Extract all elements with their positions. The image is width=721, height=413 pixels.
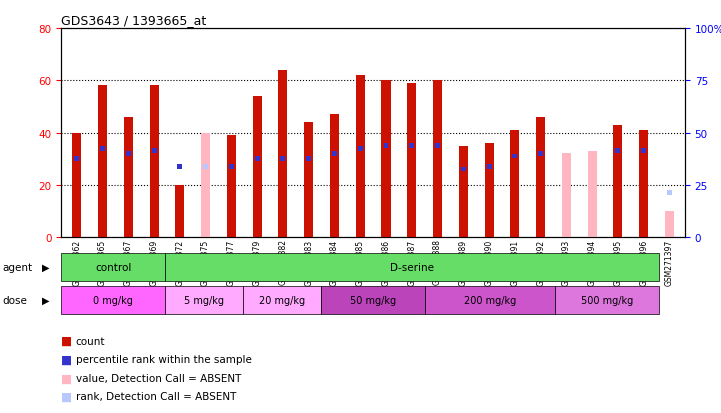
Bar: [98, 86, 107, 237]
Text: ■: ■: [61, 353, 72, 366]
Text: 500 mg/kg: 500 mg/kg: [581, 295, 633, 306]
Text: 20 mg/kg: 20 mg/kg: [259, 295, 305, 306]
Bar: [461, 167, 466, 172]
Bar: [243, 287, 321, 314]
Bar: [149, 86, 159, 237]
Bar: [665, 211, 674, 237]
Text: ▶: ▶: [42, 262, 49, 272]
Bar: [100, 147, 105, 151]
Bar: [227, 136, 236, 237]
Text: 200 mg/kg: 200 mg/kg: [464, 295, 516, 306]
Bar: [536, 118, 545, 237]
Text: D-serine: D-serine: [390, 262, 434, 273]
Text: 50 mg/kg: 50 mg/kg: [350, 295, 396, 306]
Bar: [555, 287, 659, 314]
Bar: [485, 144, 494, 237]
Bar: [229, 165, 234, 169]
Text: percentile rank within the sample: percentile rank within the sample: [76, 354, 252, 364]
Text: ▶: ▶: [42, 295, 49, 305]
Bar: [510, 131, 519, 237]
Bar: [124, 118, 133, 237]
Bar: [355, 76, 365, 237]
Bar: [304, 123, 313, 237]
Text: agent: agent: [2, 262, 32, 272]
Text: control: control: [95, 262, 131, 273]
Bar: [74, 157, 79, 161]
Bar: [538, 152, 543, 157]
Bar: [177, 165, 182, 169]
Text: ■: ■: [61, 334, 72, 347]
Text: value, Detection Call = ABSENT: value, Detection Call = ABSENT: [76, 373, 241, 383]
Bar: [203, 165, 208, 169]
Bar: [487, 165, 492, 169]
Text: count: count: [76, 336, 105, 346]
Bar: [616, 149, 621, 154]
Bar: [384, 144, 389, 149]
Text: dose: dose: [2, 295, 27, 305]
Bar: [61, 287, 165, 314]
Bar: [614, 126, 622, 237]
Bar: [61, 254, 165, 281]
Bar: [641, 149, 646, 154]
Bar: [410, 144, 415, 149]
Bar: [72, 133, 81, 237]
Bar: [252, 97, 262, 237]
Bar: [588, 152, 597, 237]
Bar: [255, 157, 260, 161]
Bar: [640, 131, 648, 237]
Bar: [165, 254, 659, 281]
Bar: [381, 81, 391, 237]
Bar: [562, 154, 571, 237]
Bar: [513, 154, 518, 159]
Bar: [125, 152, 131, 157]
Bar: [321, 287, 425, 314]
Bar: [433, 81, 442, 237]
Bar: [165, 287, 243, 314]
Text: 0 mg/kg: 0 mg/kg: [93, 295, 133, 306]
Bar: [407, 84, 416, 237]
Bar: [175, 185, 185, 237]
Bar: [306, 157, 311, 161]
Bar: [459, 146, 468, 237]
Text: ■: ■: [61, 371, 72, 385]
Text: rank, Detection Call = ABSENT: rank, Detection Call = ABSENT: [76, 392, 236, 401]
Bar: [667, 191, 672, 195]
Bar: [278, 71, 288, 237]
Bar: [330, 115, 339, 237]
Text: 5 mg/kg: 5 mg/kg: [184, 295, 224, 306]
Bar: [151, 149, 156, 154]
Bar: [425, 287, 555, 314]
Bar: [332, 152, 337, 157]
Bar: [201, 133, 210, 237]
Bar: [435, 144, 440, 149]
Text: ■: ■: [61, 390, 72, 403]
Text: GDS3643 / 1393665_at: GDS3643 / 1393665_at: [61, 14, 206, 27]
Bar: [280, 157, 286, 161]
Bar: [358, 147, 363, 151]
